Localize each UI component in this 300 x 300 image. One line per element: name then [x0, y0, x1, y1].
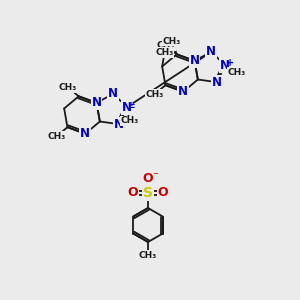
- Text: +: +: [226, 58, 234, 68]
- Text: N: N: [212, 76, 222, 88]
- Text: ±: ±: [128, 100, 136, 109]
- Text: O: O: [128, 187, 138, 200]
- Text: O: O: [143, 172, 153, 184]
- Text: O: O: [158, 187, 168, 200]
- Text: CH₃: CH₃: [48, 132, 66, 141]
- Text: CH₃: CH₃: [157, 41, 175, 50]
- Text: CH₃: CH₃: [163, 37, 181, 46]
- Text: S: S: [143, 186, 153, 200]
- Text: ⁻: ⁻: [152, 171, 158, 181]
- Text: N: N: [108, 87, 118, 101]
- Text: N: N: [80, 127, 90, 140]
- Text: N: N: [92, 96, 102, 109]
- Text: N: N: [220, 58, 230, 72]
- Text: CH₃: CH₃: [59, 83, 77, 92]
- Text: CH₃: CH₃: [228, 68, 246, 76]
- Text: N: N: [190, 54, 200, 67]
- Text: CH₃: CH₃: [146, 90, 164, 99]
- Text: N: N: [178, 85, 188, 98]
- Text: CH₃: CH₃: [155, 48, 174, 57]
- Text: N: N: [114, 118, 124, 130]
- Text: N: N: [122, 100, 132, 114]
- Text: CH₃: CH₃: [120, 116, 139, 125]
- Text: N: N: [206, 45, 216, 58]
- Text: CH₃: CH₃: [139, 250, 157, 260]
